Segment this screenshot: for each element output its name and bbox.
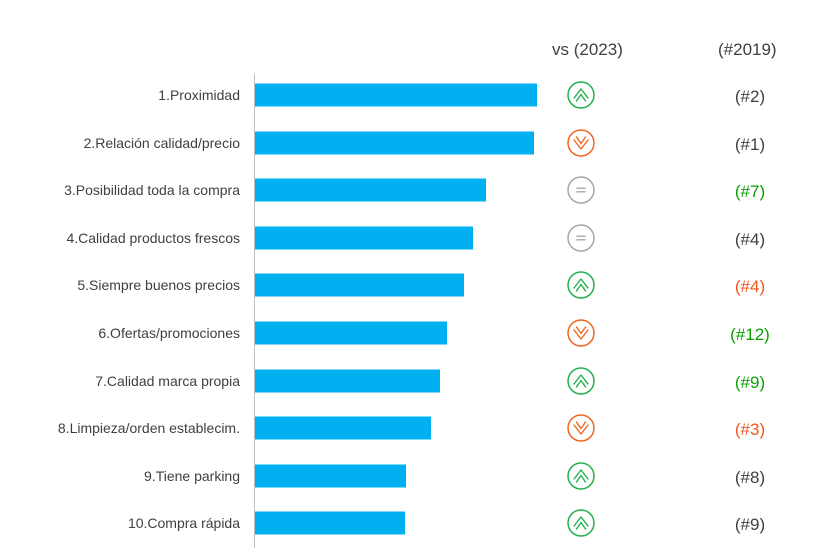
category-label: 6.Ofertas/promociones xyxy=(98,325,240,341)
category-label: 2.Relación calidad/precio xyxy=(83,134,240,151)
trend-equal-icon xyxy=(566,175,596,205)
bar xyxy=(255,226,473,250)
bar xyxy=(255,273,464,297)
rank-2019-value: (#4) xyxy=(734,229,766,249)
rank-2019-header: (#2019) xyxy=(718,40,777,59)
vs-2023-header: vs (2023) xyxy=(552,40,623,59)
rank-2019-value: (#3) xyxy=(734,420,766,440)
bar xyxy=(255,369,440,393)
rank-2019-value: (#8) xyxy=(734,467,766,487)
bar xyxy=(255,511,405,535)
trend-up-icon xyxy=(566,80,596,110)
category-label: 1.Proximidad xyxy=(158,87,240,103)
trend-up-icon xyxy=(566,461,596,491)
bar xyxy=(255,131,534,155)
rank-2019-value: (#4) xyxy=(734,277,766,297)
trend-down-icon xyxy=(566,128,596,158)
trend-up-icon xyxy=(566,270,596,300)
category-label: 4.Calidad productos frescos xyxy=(66,229,240,246)
rank-2019-value: (#1) xyxy=(734,134,766,154)
category-label: 10.Compra rápida xyxy=(127,515,240,532)
rank-2019-value: (#9) xyxy=(734,372,766,392)
trend-equal-icon xyxy=(566,223,596,253)
category-label: 8.Limpieza/orden establecim. xyxy=(57,420,240,437)
rank-2019-value: (#9) xyxy=(734,515,766,535)
bar xyxy=(255,464,406,488)
trend-up-icon xyxy=(566,508,596,538)
category-label: 3.Posibilidad toda la compra xyxy=(64,182,240,199)
bar xyxy=(255,83,537,107)
trend-down-icon xyxy=(566,413,596,443)
bar xyxy=(255,416,431,440)
category-axis-line xyxy=(254,74,255,548)
category-label: 5.Siempre buenos precios xyxy=(77,277,240,294)
trend-up-icon xyxy=(566,366,596,396)
category-label: 9.Tiene parking xyxy=(144,467,240,484)
rank-2019-value: (#7) xyxy=(734,182,766,202)
rank-2019-value: (#12) xyxy=(730,325,770,344)
trend-down-icon xyxy=(566,318,596,348)
category-label: 7.Calidad marca propia xyxy=(95,372,240,389)
bar xyxy=(255,178,486,202)
bar xyxy=(255,321,447,345)
rank-2019-value: (#2) xyxy=(734,87,766,106)
